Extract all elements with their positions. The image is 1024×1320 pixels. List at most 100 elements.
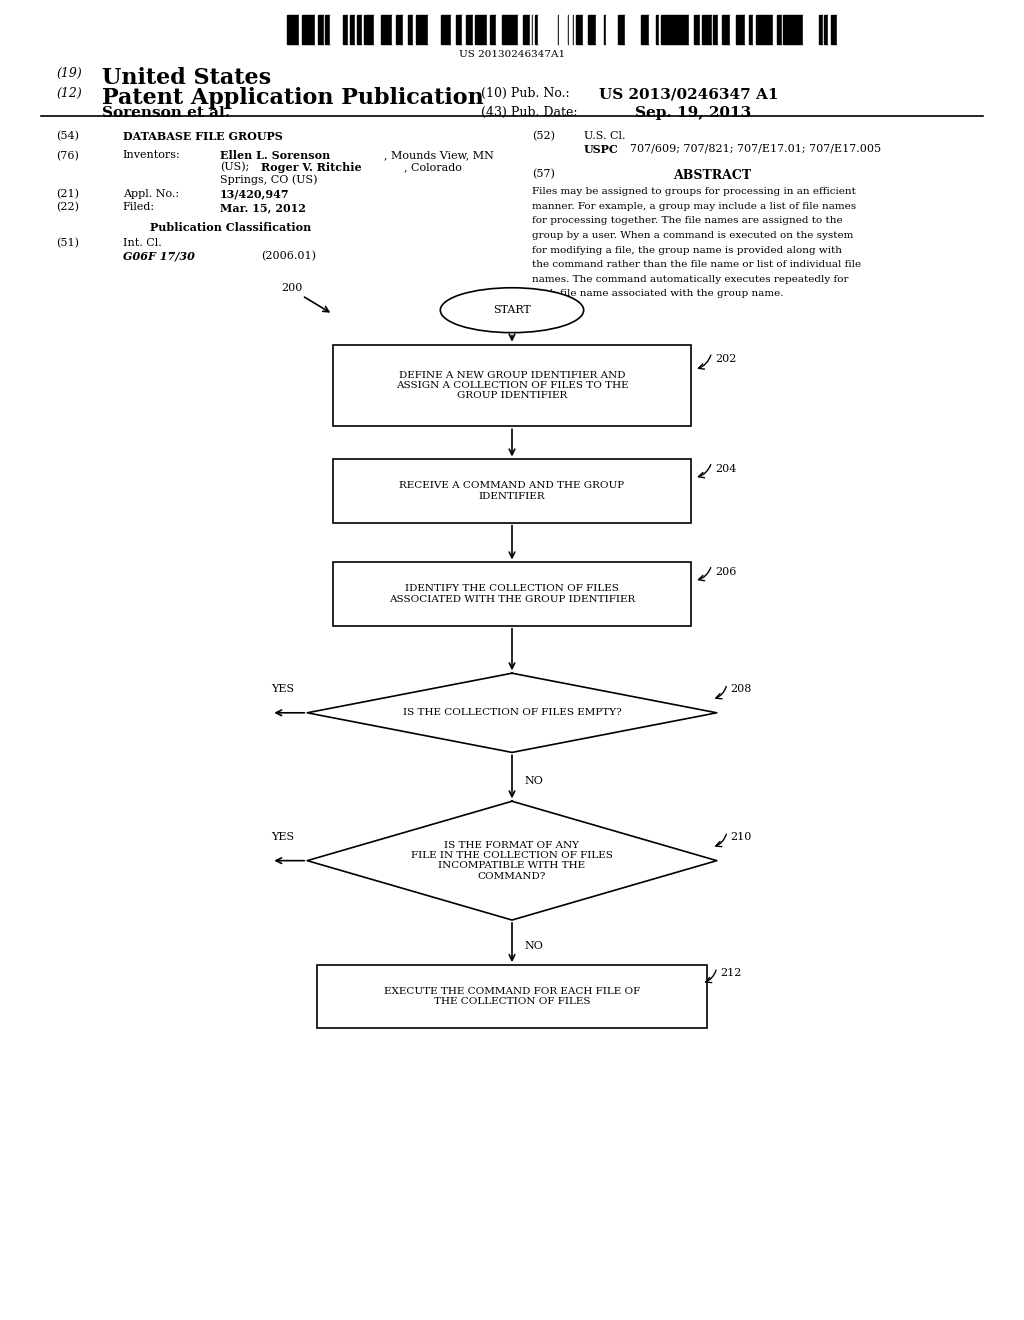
Bar: [606, 15, 610, 44]
Bar: [551, 15, 553, 44]
Bar: [432, 15, 437, 44]
Bar: [784, 15, 788, 44]
Bar: [529, 15, 531, 44]
Bar: [348, 15, 350, 44]
Bar: [451, 15, 456, 44]
Bar: [756, 15, 760, 44]
Bar: [660, 15, 663, 44]
Bar: [625, 15, 629, 44]
Bar: [522, 15, 526, 44]
Bar: [324, 15, 326, 44]
Text: 208: 208: [730, 684, 752, 694]
Bar: [402, 15, 408, 44]
Bar: [768, 15, 773, 44]
Bar: [358, 15, 362, 44]
Text: (57): (57): [532, 169, 555, 180]
Text: U.S. Cl.: U.S. Cl.: [584, 131, 626, 141]
Text: IDENTIFY THE COLLECTION OF FILES
ASSOCIATED WITH THE GROUP IDENTIFIER: IDENTIFY THE COLLECTION OF FILES ASSOCIA…: [389, 585, 635, 603]
Bar: [542, 15, 544, 44]
Text: EXECUTE THE COMMAND FOR EACH FILE OF
THE COLLECTION OF FILES: EXECUTE THE COMMAND FOR EACH FILE OF THE…: [384, 987, 640, 1006]
Text: (19): (19): [56, 67, 82, 81]
Text: (51): (51): [56, 238, 79, 248]
Bar: [408, 15, 413, 44]
Text: RECEIVE A COMMAND AND THE GROUP
IDENTIFIER: RECEIVE A COMMAND AND THE GROUP IDENTIFI…: [399, 482, 625, 500]
Bar: [616, 15, 617, 44]
Ellipse shape: [440, 288, 584, 333]
Bar: [760, 15, 765, 44]
Bar: [355, 15, 357, 44]
Bar: [788, 15, 794, 44]
Bar: [725, 15, 730, 44]
Bar: [812, 15, 817, 44]
Text: (54): (54): [56, 131, 79, 141]
Bar: [559, 15, 563, 44]
Bar: [381, 15, 383, 44]
Bar: [655, 15, 658, 44]
Bar: [687, 15, 689, 44]
Bar: [744, 15, 745, 44]
Bar: [629, 15, 634, 44]
Bar: [703, 15, 709, 44]
Bar: [831, 15, 837, 44]
Bar: [500, 15, 502, 44]
Bar: [807, 15, 812, 44]
Text: IS THE COLLECTION OF FILES EMPTY?: IS THE COLLECTION OF FILES EMPTY?: [402, 709, 622, 717]
Bar: [357, 15, 358, 44]
Bar: [683, 15, 687, 44]
Bar: [649, 15, 654, 44]
Text: (22): (22): [56, 202, 79, 213]
Bar: [803, 15, 805, 44]
Bar: [350, 15, 355, 44]
Bar: [700, 15, 701, 44]
Bar: [765, 15, 768, 44]
Bar: [334, 15, 336, 44]
Bar: [782, 15, 783, 44]
Text: Springs, CO (US): Springs, CO (US): [220, 174, 317, 185]
Bar: [713, 15, 718, 44]
Bar: [331, 15, 334, 44]
Bar: [604, 15, 606, 44]
Text: DEFINE A NEW GROUP IDENTIFIER AND
ASSIGN A COLLECTION OF FILES TO THE
GROUP IDEN: DEFINE A NEW GROUP IDENTIFIER AND ASSIGN…: [395, 371, 629, 400]
Bar: [392, 15, 395, 44]
Text: (21): (21): [56, 189, 79, 199]
Text: ABSTRACT: ABSTRACT: [673, 169, 751, 182]
Bar: [837, 15, 840, 44]
Text: (10) Pub. No.:: (10) Pub. No.:: [481, 87, 570, 100]
Bar: [643, 15, 644, 44]
Bar: [379, 15, 381, 44]
Bar: [309, 15, 311, 44]
Text: 210: 210: [730, 832, 752, 842]
Bar: [659, 15, 660, 44]
Text: Sorenson et al.: Sorenson et al.: [102, 106, 230, 120]
Bar: [494, 15, 496, 44]
Bar: [615, 15, 616, 44]
Bar: [317, 965, 707, 1028]
Bar: [511, 15, 516, 44]
Bar: [461, 15, 463, 44]
Bar: [712, 15, 713, 44]
Bar: [423, 15, 427, 44]
Bar: [481, 15, 486, 44]
Text: Ellen L. Sorenson: Ellen L. Sorenson: [220, 150, 331, 161]
Bar: [343, 15, 348, 44]
Bar: [666, 15, 670, 44]
Text: United States: United States: [102, 67, 271, 90]
Bar: [783, 15, 784, 44]
Text: Int. Cl.: Int. Cl.: [123, 238, 162, 248]
Text: NO: NO: [524, 776, 543, 787]
Bar: [292, 15, 297, 44]
Bar: [773, 15, 775, 44]
Bar: [577, 15, 580, 44]
Bar: [313, 15, 314, 44]
Bar: [534, 15, 535, 44]
Bar: [730, 15, 732, 44]
Text: 202: 202: [715, 354, 736, 364]
Bar: [636, 15, 641, 44]
Bar: [745, 15, 749, 44]
Bar: [505, 15, 506, 44]
Bar: [775, 15, 777, 44]
Text: (76): (76): [56, 150, 79, 161]
Text: NO: NO: [524, 941, 543, 952]
Text: START: START: [494, 305, 530, 315]
Text: US 20130246347A1: US 20130246347A1: [459, 50, 565, 59]
